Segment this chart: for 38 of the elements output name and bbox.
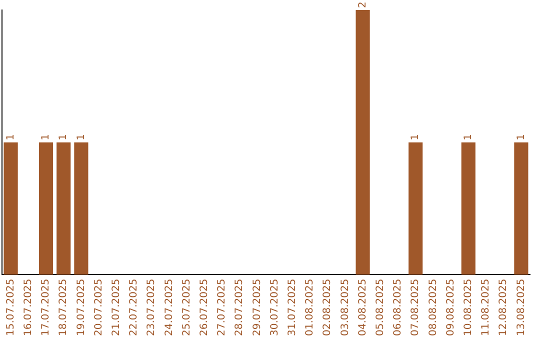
data-label: 1 — [410, 134, 422, 140]
x-tick-label: 02.08.2025 — [322, 278, 334, 336]
x-tick-label: 29.07.2025 — [252, 278, 263, 336]
x-tick-label: 25.07.2025 — [181, 278, 192, 336]
x-tick-label: 15.07.2025 — [5, 278, 16, 336]
x-tick-label: 04.08.2025 — [357, 278, 368, 336]
x-tick-label: 19.07.2025 — [76, 278, 87, 336]
data-label: 1 — [516, 134, 527, 140]
x-tick-label: 27.07.2025 — [216, 278, 228, 336]
data-label: 1 — [5, 134, 16, 140]
x-tick-label: 07.08.2025 — [410, 278, 422, 336]
data-label: 1 — [58, 134, 70, 140]
x-tick-label: 16.07.2025 — [22, 278, 34, 336]
x-tick-label: 01.08.2025 — [304, 278, 316, 336]
x-tick-label: 26.07.2025 — [198, 278, 210, 336]
x-tick-label: 05.08.2025 — [374, 278, 386, 336]
x-tick-label: 21.07.2025 — [110, 278, 122, 336]
x-tick-label: 22.07.2025 — [128, 278, 140, 336]
x-tick-label: 28.07.2025 — [234, 278, 246, 336]
x-tick-label: 24.07.2025 — [164, 278, 175, 336]
x-tick-label: 31.07.2025 — [286, 278, 298, 336]
x-tick-label: 30.07.2025 — [269, 278, 280, 336]
x-tick-label: 08.08.2025 — [428, 278, 439, 336]
x-tick-label: 03.08.2025 — [340, 278, 351, 336]
x-tick-label: 06.08.2025 — [392, 278, 404, 336]
data-label: 1 — [76, 134, 87, 140]
x-tick-label: 09.08.2025 — [445, 278, 456, 336]
data-label: 2 — [357, 2, 368, 8]
data-label: 1 — [462, 134, 474, 140]
x-tick-label: 13.08.2025 — [516, 278, 527, 336]
x-tick-label: 23.07.2025 — [146, 278, 158, 336]
x-tick-label: 12.08.2025 — [498, 278, 510, 336]
x-tick-label: 20.07.2025 — [93, 278, 104, 336]
x-tick-label: 18.07.2025 — [58, 278, 70, 336]
data-label: 1 — [40, 134, 52, 140]
x-tick-label: 10.08.2025 — [462, 278, 474, 336]
x-tick-label: 17.07.2025 — [40, 278, 52, 336]
x-tick-label: 11.08.2025 — [480, 278, 492, 336]
